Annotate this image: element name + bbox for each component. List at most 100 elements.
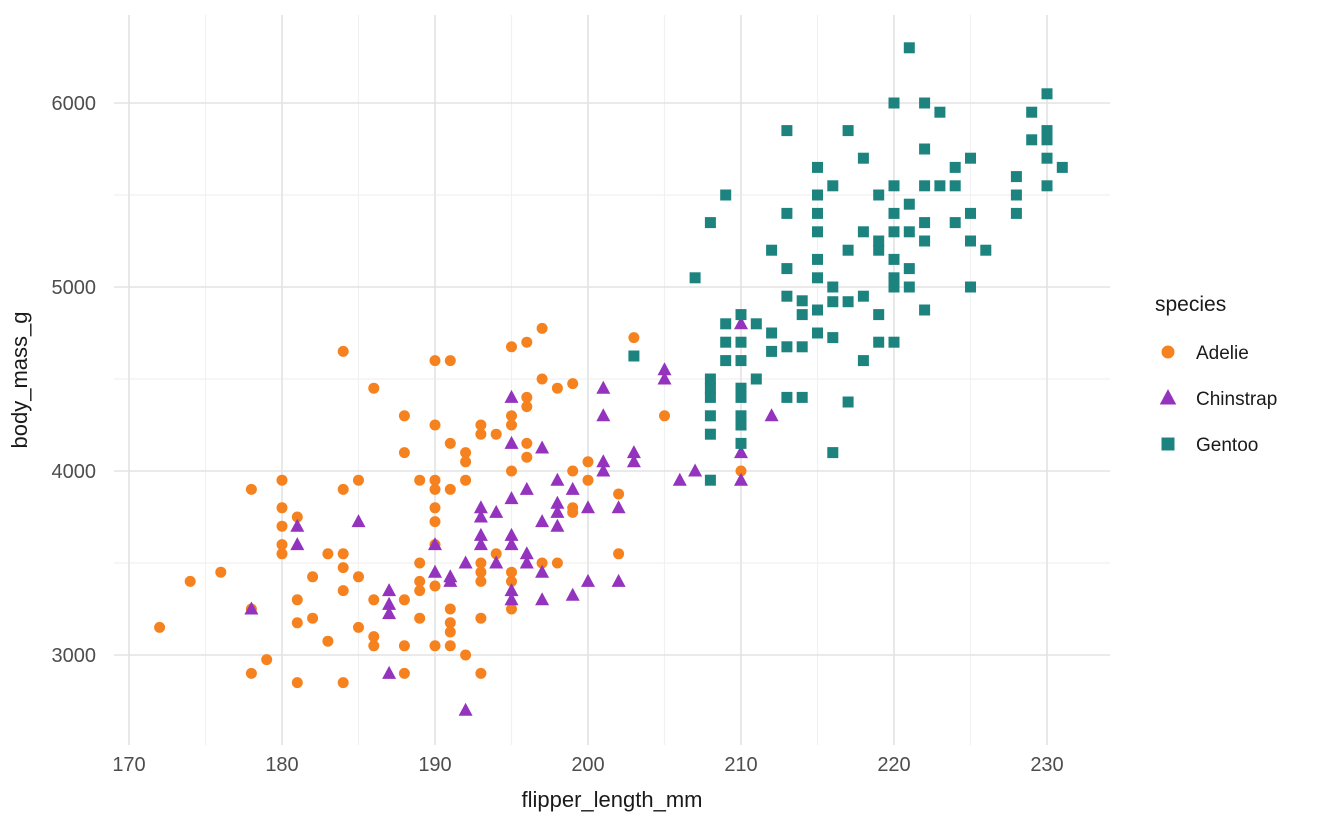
legend-items: Adelie Chinstrap Gentoo	[1159, 343, 1277, 456]
data-point-circle	[353, 621, 364, 633]
data-point-triangle	[550, 518, 565, 532]
data-point-square	[934, 180, 946, 192]
data-point-square	[796, 295, 808, 307]
data-point-square	[965, 281, 976, 293]
data-point-square	[919, 180, 931, 192]
data-point-square	[704, 217, 716, 229]
data-point-square	[1161, 437, 1175, 451]
data-point-circle	[628, 332, 640, 344]
data-point-triangle	[489, 555, 504, 569]
data-point-square	[812, 327, 823, 339]
data-point-triangle	[596, 380, 611, 394]
data-point-circle	[368, 594, 380, 606]
data-point-triangle	[611, 573, 626, 587]
data-point-square	[980, 244, 992, 256]
major-gridlines	[114, 15, 1110, 745]
data-point-square	[812, 226, 823, 238]
data-point-triangle	[734, 472, 748, 486]
data-point-circle	[506, 575, 517, 587]
data-point-square	[1026, 134, 1038, 146]
data-point-square	[1010, 189, 1022, 201]
data-point-triangle	[519, 555, 534, 569]
data-point-square	[735, 355, 747, 367]
data-point-square	[949, 180, 961, 192]
data-point-square	[720, 336, 732, 348]
data-point-square	[766, 327, 778, 339]
data-point-circle	[276, 474, 288, 486]
legend-item-label: Gentoo	[1196, 435, 1258, 456]
data-point-triangle	[550, 472, 565, 486]
data-point-circle	[475, 612, 487, 624]
data-point-circle	[414, 557, 426, 569]
data-point-circle	[460, 474, 472, 486]
legend-item-gentoo: Gentoo	[1161, 435, 1258, 456]
data-point-square	[919, 235, 931, 247]
data-point-triangle	[535, 440, 550, 454]
data-point-square	[812, 272, 823, 284]
data-point-square	[965, 152, 976, 164]
data-point-circle	[429, 419, 441, 431]
data-point-square	[812, 161, 823, 173]
y-axis-title: body_mass_g	[7, 312, 32, 449]
data-point-circle	[567, 465, 579, 477]
data-point-square	[1056, 161, 1068, 173]
data-point-circle	[444, 626, 456, 638]
data-point-circle	[307, 612, 319, 624]
data-point-square	[735, 437, 747, 449]
data-point-square	[888, 336, 900, 348]
data-point-square	[704, 391, 716, 403]
data-point-square	[704, 410, 716, 422]
data-point-circle	[245, 667, 257, 679]
data-point-circle	[444, 617, 456, 629]
x-axis-title: flipper_length_mm	[522, 787, 703, 812]
data-point-circle	[276, 539, 288, 551]
data-point-square	[827, 447, 839, 459]
data-point-circle	[521, 451, 533, 463]
data-point-circle	[659, 410, 670, 422]
x-tick-label: 230	[1030, 754, 1063, 776]
x-tick-label: 180	[265, 754, 298, 776]
data-point-triangle	[244, 601, 259, 615]
data-point-circle	[261, 654, 273, 666]
data-point-circle	[353, 474, 364, 486]
x-axis-tick-labels: 170 180 190 200 210 220 230	[112, 754, 1063, 776]
data-point-square	[735, 419, 747, 431]
data-point-circle	[291, 594, 303, 606]
data-point-circle	[735, 465, 747, 477]
y-tick-label: 4000	[52, 461, 97, 483]
data-point-triangle	[504, 491, 519, 505]
data-point-square	[796, 341, 808, 353]
data-point-triangle	[428, 564, 442, 578]
x-tick-label: 210	[724, 754, 757, 776]
data-point-square	[888, 180, 900, 192]
data-point-square	[857, 152, 869, 164]
data-point-square	[827, 281, 839, 293]
data-point-square	[720, 318, 732, 330]
data-point-triangle	[734, 445, 748, 459]
data-point-square	[873, 235, 885, 247]
data-point-triangle	[489, 504, 504, 518]
data-point-circle	[444, 355, 456, 367]
data-point-square	[781, 290, 793, 302]
data-point-triangle	[382, 583, 397, 597]
data-point-square	[842, 396, 854, 408]
data-point-square	[812, 189, 823, 201]
data-point-triangle	[504, 592, 519, 606]
data-point-circle	[551, 557, 563, 569]
data-point-circle	[506, 419, 517, 431]
data-point-triangle	[504, 537, 519, 551]
data-point-square	[888, 253, 900, 265]
data-point-triangle	[565, 587, 580, 601]
data-point-square	[1026, 106, 1038, 118]
data-point-circle	[245, 483, 257, 495]
data-point-square	[842, 125, 854, 137]
data-point-circle	[353, 571, 364, 583]
legend-item-label: Chinstrap	[1196, 389, 1277, 410]
data-point-circle	[475, 575, 487, 587]
x-tick-label: 190	[418, 754, 451, 776]
data-point-circle	[444, 603, 456, 615]
data-point-square	[827, 296, 839, 308]
data-point-circle	[490, 548, 502, 560]
data-point-square	[781, 207, 793, 219]
data-point-circle	[613, 548, 625, 560]
